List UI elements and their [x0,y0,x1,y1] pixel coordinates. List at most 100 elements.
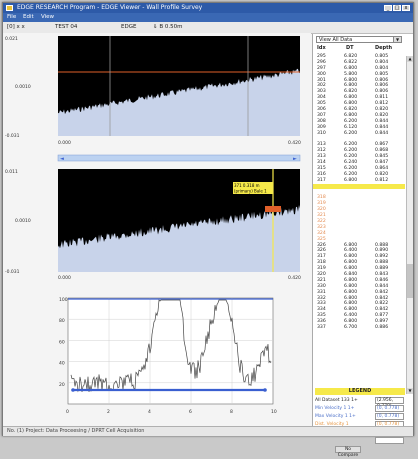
chart3-threshold-end[interactable] [263,388,267,392]
cell-idx: 297 [317,65,326,71]
maximize-button[interactable]: □ [393,5,401,11]
table-row[interactable]: 303 6.820 0.806 [313,89,405,95]
menu-view[interactable]: View [41,14,55,20]
col-depth[interactable]: Depth [375,45,393,51]
minimize-button[interactable]: _ [384,5,392,11]
table-row[interactable]: 332 6.800 0.842 [313,296,405,302]
cell-depth: 0.805 [375,71,389,77]
cell-idx: 321 [317,277,326,283]
table-row[interactable]: 320 6.840 0.843 [313,272,405,278]
table-row[interactable] [313,183,405,190]
table-row[interactable]: 324 [313,231,405,237]
table-row[interactable]: 319 6.800 0.889 [313,266,405,272]
chart3-threshold-start[interactable] [71,388,75,392]
cell-dt: 6.400 [344,313,358,319]
table-row[interactable]: 313 6.200 0.845 [313,154,405,160]
legend-row[interactable]: Min Velocity 1 1+ (0, 0.778) [315,405,405,413]
table-row[interactable]: 336 6.800 0.897 [313,319,405,325]
col-dt[interactable]: DT [346,45,354,51]
table-row[interactable]: 301 6.800 0.806 [313,78,405,84]
legend-row[interactable]: Max Velocity 1 1+ (0, 0.778) [315,413,405,421]
table-row[interactable]: 331 6.800 0.842 [313,290,405,296]
table-row[interactable]: 325 [313,237,405,243]
cell-dt: 6.800 [344,266,358,272]
table-row[interactable]: 318 6.800 0.888 [313,260,405,266]
toolbar-item-step[interactable]: ⇓ B 0.50m [153,24,183,30]
table-row[interactable]: 296 6.822 0.804 [313,60,405,66]
table-row[interactable]: 330 6.800 0.844 [313,284,405,290]
table-row[interactable]: 308 6.200 0.844 [313,119,405,125]
table-row[interactable]: 326 6.800 0.888 [313,243,405,249]
scroll-thumb[interactable] [407,264,413,298]
toolbar-item-test[interactable]: TEST 04 [55,24,78,30]
table-row[interactable]: 310 6.200 0.844 [313,131,405,137]
table-row[interactable]: 313 6.200 0.867 [313,142,405,148]
cell-dt: 6.800 [344,65,358,71]
cell-idx: 310 [317,130,326,136]
table-row[interactable]: 309 6.120 0.844 [313,125,405,131]
cell-depth: 0.822 [375,301,389,307]
toolbar-item-index[interactable]: [0] x x [7,24,25,30]
chart2-y-bot: -0.031 [5,269,20,275]
cell-dt: 6.800 [344,295,358,301]
cell-depth: 0.812 [375,177,389,183]
table-row[interactable]: 322 [313,219,405,225]
cell-idx: 316 [317,171,326,177]
window-title: EDGE RESEARCH Program - EDGE Viewer - Wa… [17,4,203,11]
app-window: EDGE RESEARCH Program - EDGE Viewer - Wa… [2,2,414,458]
table-row[interactable]: 323 [313,225,405,231]
table-row[interactable]: 312 6.200 0.868 [313,148,405,154]
table-row[interactable]: 317 6.800 0.892 [313,254,405,260]
table-row[interactable]: 333 6.800 0.822 [313,301,405,307]
close-button[interactable]: x [402,5,410,11]
table-row[interactable]: 305 6.800 0.812 [313,101,405,107]
cell-idx: 301 [317,77,326,83]
table-row[interactable]: 314 6.240 0.847 [313,160,405,166]
table-row[interactable]: 307 6.800 0.820 [313,113,405,119]
legend-row[interactable]: All Dataset 133 1+ (2.956, 0.778) [315,397,405,409]
menu-edit[interactable]: Edit [23,14,34,20]
table-row[interactable]: 334 6.800 0.842 [313,307,405,313]
table-row[interactable]: 295 6.820 0.805 [313,54,405,60]
chart-hscroll[interactable] [57,154,301,162]
chart3-plot[interactable] [67,297,274,405]
legend-row[interactable] [315,437,405,445]
view-select[interactable]: View All Data ▼ [316,36,402,43]
table-row[interactable]: 321 [313,213,405,219]
cell-idx: 331 [317,289,326,295]
table-row[interactable]: 297 6.800 0.804 [313,66,405,72]
cell-idx: 317 [317,254,326,260]
col-idx[interactable]: Idx [317,45,326,51]
table-row[interactable]: 300 5.800 0.805 [313,72,405,78]
table-row[interactable]: 321 6.800 0.846 [313,278,405,284]
hscroll-left-arrow[interactable]: ◄ [60,156,64,162]
no-compare-button[interactable]: No Compare [335,446,361,458]
cell-depth: 0.805 [375,54,389,59]
cell-dt: 6.800 [344,83,358,89]
table-row[interactable]: 316 6.200 0.820 [313,172,405,178]
hscroll-right-arrow[interactable]: ► [293,156,297,162]
scroll-down-icon[interactable]: ▼ [407,388,413,394]
table-row[interactable]: 317 6.800 0.812 [313,178,405,184]
table-row[interactable]: 326 6.400 0.890 [313,248,405,254]
cell-dt: 6.800 [344,301,358,307]
chart2-tooltip [233,182,273,194]
cell-idx: 308 [317,118,326,124]
cell-dt: 6.240 [344,160,358,166]
chevron-down-icon[interactable]: ▼ [393,37,401,42]
table-scrollbar[interactable]: ▲ ▼ [406,56,413,394]
cell-depth: 0.886 [375,324,389,330]
scroll-up-icon[interactable]: ▲ [407,56,413,62]
table-row[interactable]: 302 6.800 0.806 [313,83,405,89]
menu-file[interactable]: File [7,14,17,20]
table-row[interactable]: 320 [313,207,405,213]
table-row[interactable]: 337 6.700 0.886 [313,325,405,331]
table-row[interactable]: 306 6.820 0.820 [313,107,405,113]
table-row[interactable]: 319 [313,201,405,207]
toolbar-item-edge[interactable]: EDGE [121,24,137,30]
table-row[interactable]: 304 6.800 0.811 [313,95,405,101]
table-row[interactable]: 318 [313,195,405,201]
table-row[interactable]: 335 6.400 0.877 [313,313,405,319]
table-row[interactable]: 315 6.200 0.864 [313,166,405,172]
cell-depth: 0.892 [375,254,389,260]
